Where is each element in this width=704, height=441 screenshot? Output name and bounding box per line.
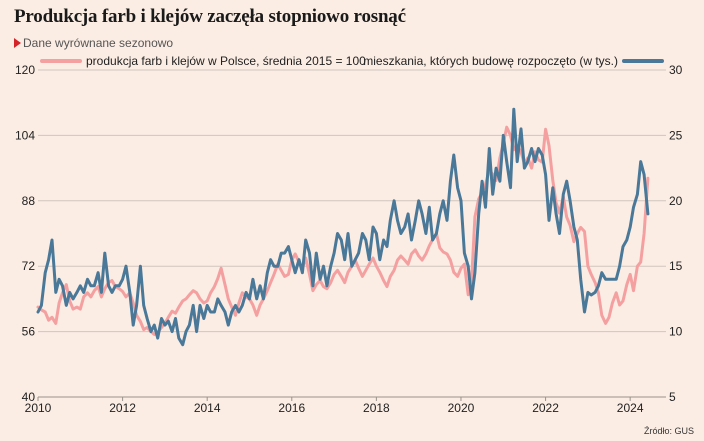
axis-tick-labels: 40 5 56 10 72 15 88 20 104 25 120 30 2010 2012 2014 201… <box>15 63 683 415</box>
y-right-tick-25: 25 <box>669 128 683 142</box>
triangle-marker-icon <box>14 38 21 48</box>
y-left-tick-120: 120 <box>15 63 35 77</box>
x-tick-2010: 2010 <box>25 401 52 415</box>
legend-label-production: produkcja farb i klejów w Polsce, średni… <box>86 54 366 68</box>
production-series-line <box>36 125 650 336</box>
x-tick-2024: 2024 <box>617 401 644 415</box>
x-tick-2020: 2020 <box>448 401 475 415</box>
legend: produkcja farb i klejów w Polsce, średni… <box>40 54 664 68</box>
page-title: Produkcja farb i klejów zaczęła stopniow… <box>14 6 406 27</box>
series-lines <box>36 107 650 347</box>
x-tick-2022: 2022 <box>532 401 559 415</box>
legend-label-housing: mieszkania, których budowę rozpoczęto (w… <box>363 54 618 68</box>
x-tick-2012: 2012 <box>109 401 136 415</box>
y-left-tick-72: 72 <box>22 259 36 273</box>
y-right-tick-10: 10 <box>669 325 683 339</box>
y-right-tick-15: 15 <box>669 259 683 273</box>
y-left-tick-56: 56 <box>22 325 36 339</box>
subtitle: Dane wyrównane sezonowo <box>14 36 173 50</box>
y-right-tick-20: 20 <box>669 194 683 208</box>
x-tick-2014: 2014 <box>194 401 221 415</box>
y-right-tick-30: 30 <box>669 63 683 77</box>
y-left-tick-40: 40 <box>22 390 36 404</box>
subtitle-text: Dane wyrównane sezonowo <box>23 36 174 50</box>
y-left-tick-104: 104 <box>15 128 35 142</box>
source-note: Źródło: GUS <box>643 426 694 436</box>
y-right-tick-5: 5 <box>669 390 676 404</box>
housing-series-line <box>36 107 650 347</box>
x-tick-2016: 2016 <box>278 401 305 415</box>
y-left-tick-88: 88 <box>22 194 36 208</box>
x-tick-2018: 2018 <box>363 401 390 415</box>
